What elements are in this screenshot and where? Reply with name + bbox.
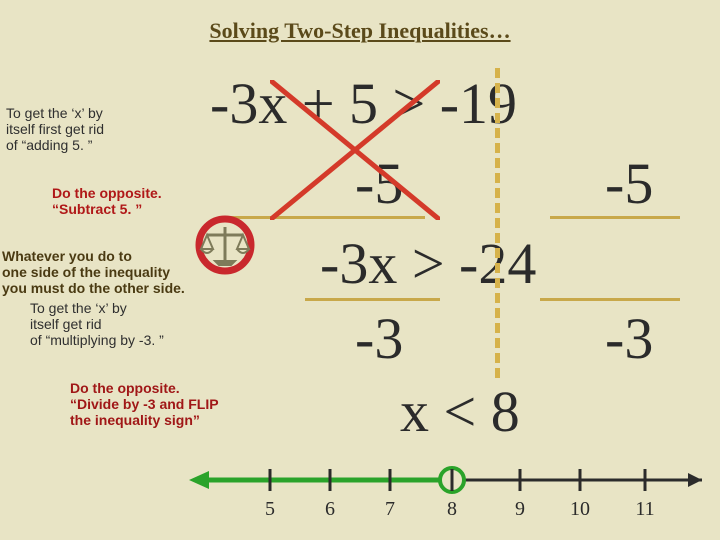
note-line: Whatever you do to	[2, 248, 132, 264]
eq-div3-left: -3	[355, 305, 403, 372]
note-line: of “multiplying by -3. ”	[30, 332, 164, 348]
tick-label: 11	[635, 498, 654, 520]
eq-after-sub: -3x > -24	[320, 230, 536, 297]
note-both-sides: Whatever you do to one side of the inequ…	[2, 248, 185, 296]
note-line: To get the ‘x’ by	[6, 105, 103, 121]
tick-label: 10	[570, 498, 590, 520]
note-line: you must do the other side.	[2, 280, 185, 296]
inequality-divider	[495, 68, 500, 378]
note-line: “Subtract 5. ”	[52, 201, 142, 217]
note-line: itself get rid	[30, 316, 102, 332]
page-title: Solving Two-Step Inequalities…	[209, 18, 510, 44]
eq-sub5-right: -5	[605, 150, 653, 217]
note-line: itself first get rid	[6, 121, 104, 137]
note-line: one side of the inequality	[2, 264, 170, 280]
note-line: of “adding 5. ”	[6, 137, 92, 153]
note-get-x-mult: To get the ‘x’ by itself get rid of “mul…	[30, 300, 164, 348]
eq-div3-right: -3	[605, 305, 653, 372]
note-line: Do the opposite.	[70, 380, 180, 396]
note-line: the inequality sign”	[70, 412, 200, 428]
work-underline	[550, 216, 680, 219]
note-subtract-5: Do the opposite. “Subtract 5. ”	[52, 185, 162, 217]
crossout-x-icon	[270, 80, 440, 220]
note-line: “Divide by -3 and FLIP	[70, 396, 219, 412]
note-divide-flip: Do the opposite. “Divide by -3 and FLIP …	[70, 380, 219, 428]
tick-label: 5	[265, 498, 275, 520]
tick-label: 9	[515, 498, 525, 520]
balance-scales-icon	[193, 213, 257, 282]
work-underline	[540, 298, 680, 301]
note-line: To get the ‘x’ by	[30, 300, 127, 316]
tick-label: 7	[385, 498, 395, 520]
tick-label: 8	[447, 498, 457, 520]
eq-solution: x < 8	[400, 378, 520, 445]
note-line: Do the opposite.	[52, 185, 162, 201]
work-underline	[305, 298, 440, 301]
note-get-x-first: To get the ‘x’ by itself first get rid o…	[6, 105, 104, 153]
number-line: 5 6 7 8 9 10 11	[0, 450, 720, 530]
tick-label: 6	[325, 498, 335, 520]
